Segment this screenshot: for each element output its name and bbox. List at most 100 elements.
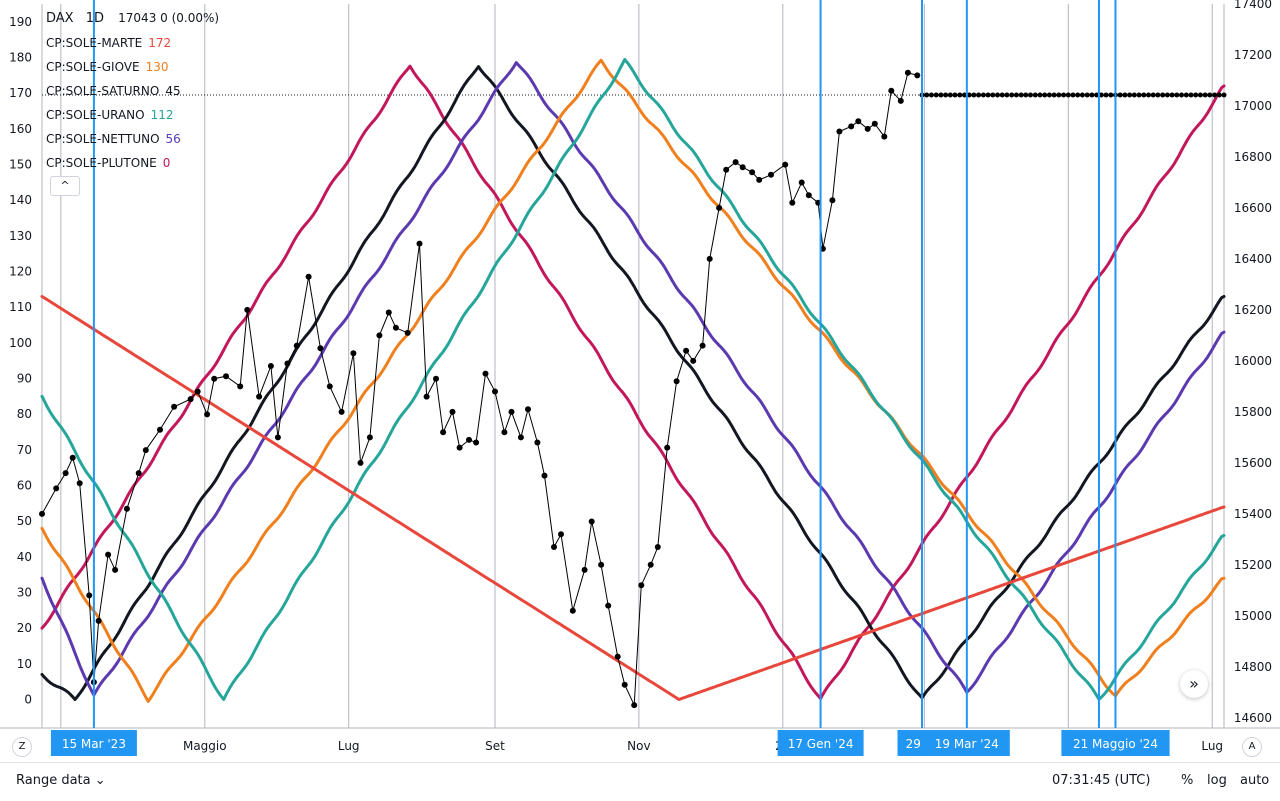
projection-point <box>1136 92 1142 98</box>
x-tick-label: Lug <box>1201 739 1223 753</box>
dax-price-point <box>534 439 541 446</box>
dax-price-point <box>508 408 515 415</box>
projection-point <box>1150 92 1156 98</box>
dax-price-point <box>739 164 746 171</box>
symbol-header[interactable]: DAX 1D 17043 0 (0.00%) <box>46 6 219 31</box>
projection-point <box>1065 92 1071 98</box>
dax-price-point <box>95 617 102 624</box>
left-tick-label: 20 <box>17 621 32 635</box>
auto-scale-toggle[interactable]: auto <box>1240 773 1270 788</box>
left-tick-label: 0 <box>24 692 32 706</box>
legend-item-saturno[interactable]: CP:SOLE-SATURNO 45 <box>46 79 219 103</box>
dax-price-point <box>62 470 69 477</box>
left-tick-label: 170 <box>9 86 32 100</box>
dax-price-point <box>749 169 756 176</box>
dax-price-point <box>492 388 498 395</box>
projection-point <box>1084 92 1090 98</box>
dax-price-point <box>326 383 333 390</box>
chart-plot[interactable]: MMaggioLugSetNov20M1Lug01020304050607080… <box>0 0 1280 762</box>
projection-point <box>933 92 939 98</box>
date-marker-badge <box>777 730 864 756</box>
timeframe-label: 1D <box>85 11 105 26</box>
left-tick-label: 140 <box>9 193 32 207</box>
legend-item-plutone[interactable]: CP:SOLE-PLUTONE 0 <box>46 151 219 175</box>
dax-price-point <box>871 120 878 127</box>
left-tick-label: 190 <box>9 15 32 29</box>
dax-price-point <box>501 429 508 436</box>
projection-point <box>1070 92 1076 98</box>
utc-clock[interactable]: 07:31:45 (UTC) <box>1052 773 1151 788</box>
legend-item-urano[interactable]: CP:SOLE-URANO 112 <box>46 103 219 127</box>
dax-price-point <box>385 309 392 316</box>
x-tick-label: Set <box>485 739 505 753</box>
dax-price-point <box>338 408 345 415</box>
x-tick-label: Nov <box>627 739 650 753</box>
projection-point <box>962 92 967 98</box>
projection-point <box>1212 92 1218 98</box>
legend-label: CP:SOLE-NETTUNO <box>46 132 160 146</box>
legend-value: 56 <box>165 132 181 146</box>
legend-item-marte[interactable]: CP:SOLE-MARTE 172 <box>46 31 219 55</box>
left-axis-settings-button[interactable]: Z <box>12 737 32 757</box>
projection-point <box>1183 92 1189 98</box>
dax-price-point <box>638 582 645 589</box>
date-marker-label: 21 Maggio '24 <box>1073 737 1158 751</box>
dax-price-point <box>86 592 93 599</box>
legend-value: 0 <box>162 156 171 170</box>
date-marker-badge <box>923 730 1010 756</box>
dax-price-point <box>466 436 472 443</box>
projection-point <box>1179 92 1184 98</box>
series-line <box>40 64 1226 701</box>
x-tick-label: Lug <box>338 739 360 753</box>
legend-item-nettuno[interactable]: CP:SOLE-NETTUNO 56 <box>46 127 219 151</box>
projection-point <box>1155 92 1161 98</box>
projection-point <box>1089 92 1095 98</box>
date-range-button[interactable]: Range data ⌄ <box>16 773 106 788</box>
percent-scale-toggle[interactable]: % <box>1181 773 1194 788</box>
series-line <box>40 58 1226 701</box>
collapse-legend-button[interactable]: ^ <box>50 176 80 196</box>
projection-point <box>1094 92 1100 98</box>
projection-point <box>1197 92 1203 98</box>
dax-price-point <box>404 329 411 336</box>
dax-price-point <box>848 123 855 130</box>
right-tick-label: 16800 <box>1234 150 1272 164</box>
right-tick-label: 15000 <box>1234 609 1272 623</box>
right-tick-label: 15200 <box>1234 558 1272 572</box>
projection-point <box>1122 92 1128 98</box>
projection-point <box>966 92 972 98</box>
projection-point <box>1051 92 1057 98</box>
right-axis-settings-button[interactable]: A <box>1242 737 1262 757</box>
projection-point <box>1032 92 1038 98</box>
dax-price-point <box>433 375 439 382</box>
dax-price-point <box>204 411 211 418</box>
dax-price-point <box>223 373 229 380</box>
date-marker-badge <box>1061 730 1170 756</box>
projection-point <box>1221 92 1227 98</box>
dax-price-point <box>237 383 244 390</box>
dax-price-point <box>112 566 119 573</box>
scroll-to-realtime-icon[interactable]: » <box>1180 670 1208 698</box>
dax-price-point <box>673 378 680 385</box>
projection-point <box>1146 92 1151 98</box>
dax-price-point <box>551 544 557 550</box>
legend-label: CP:SOLE-GIOVE <box>46 60 140 74</box>
projection-point <box>947 92 953 98</box>
legend-item-giove[interactable]: CP:SOLE-GIOVE 130 <box>46 55 219 79</box>
dax-price-point <box>350 350 357 357</box>
dax-price-point <box>105 551 112 558</box>
log-scale-toggle[interactable]: log <box>1207 773 1227 788</box>
dax-price-point <box>699 342 706 349</box>
dax-price-point <box>855 118 862 125</box>
dax-price-point <box>267 363 274 369</box>
legend-label: CP:SOLE-SATURNO <box>46 84 160 98</box>
right-tick-label: 15600 <box>1234 456 1272 470</box>
dax-price-point <box>798 179 805 186</box>
dax-price-point <box>588 518 595 525</box>
dax-price-point <box>621 681 628 688</box>
projection-point <box>1004 92 1010 98</box>
projection-point <box>1108 92 1114 98</box>
chart-legend: DAX 1D 17043 0 (0.00%) CP:SOLE-MARTE 172 … <box>46 6 219 175</box>
dax-price-point <box>897 97 904 104</box>
